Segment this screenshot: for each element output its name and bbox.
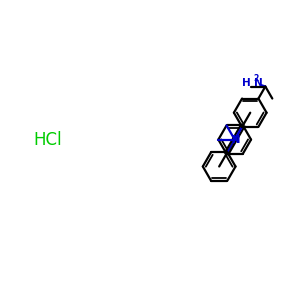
Text: H: H <box>242 78 251 88</box>
Text: HCl: HCl <box>33 130 62 148</box>
Text: N: N <box>254 78 263 88</box>
Text: N: N <box>231 135 239 145</box>
Text: N: N <box>231 135 239 145</box>
Text: 2: 2 <box>253 74 258 83</box>
